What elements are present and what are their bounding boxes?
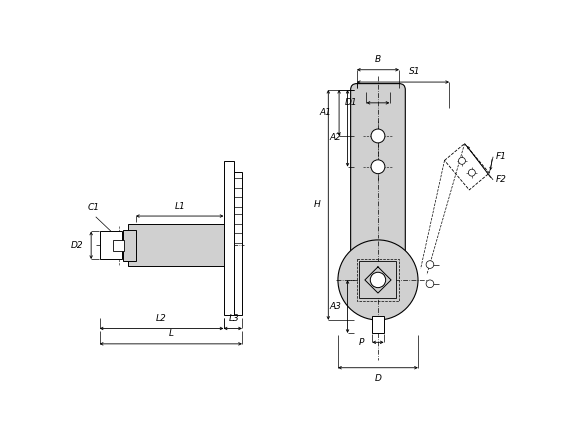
Text: D: D xyxy=(375,374,381,383)
Bar xyxy=(223,161,233,315)
Text: L1: L1 xyxy=(175,202,185,211)
Circle shape xyxy=(426,280,434,288)
Text: D2: D2 xyxy=(71,241,83,250)
Circle shape xyxy=(426,260,434,268)
Circle shape xyxy=(338,240,418,320)
Bar xyxy=(123,230,136,260)
Bar xyxy=(235,172,242,315)
Bar xyxy=(360,261,396,298)
Text: F1: F1 xyxy=(496,152,507,161)
Bar xyxy=(100,231,122,259)
Text: L3: L3 xyxy=(229,314,240,323)
Text: B: B xyxy=(375,55,381,63)
FancyBboxPatch shape xyxy=(350,84,405,259)
Text: F2: F2 xyxy=(496,176,507,184)
Bar xyxy=(113,240,124,251)
Bar xyxy=(128,224,224,266)
Text: L: L xyxy=(168,330,173,338)
Text: C1: C1 xyxy=(88,203,100,212)
Text: D1: D1 xyxy=(345,99,357,107)
Circle shape xyxy=(371,129,385,143)
Text: A3: A3 xyxy=(329,302,342,311)
Text: P: P xyxy=(359,338,364,347)
Bar xyxy=(357,259,399,301)
Text: L2: L2 xyxy=(156,314,167,323)
Bar xyxy=(372,316,384,333)
Circle shape xyxy=(371,160,385,174)
Circle shape xyxy=(370,272,386,288)
Text: H: H xyxy=(314,200,321,209)
Circle shape xyxy=(459,158,466,164)
Text: A1: A1 xyxy=(320,108,331,117)
Text: A2: A2 xyxy=(329,133,342,142)
Text: S1: S1 xyxy=(409,67,420,76)
Circle shape xyxy=(469,169,475,176)
